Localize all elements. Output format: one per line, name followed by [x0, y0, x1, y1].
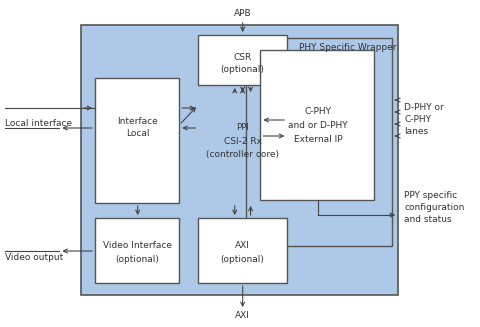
- Text: PHY Specific Wrapper: PHY Specific Wrapper: [299, 43, 396, 52]
- Text: lanes: lanes: [404, 128, 428, 136]
- Text: Interface: Interface: [117, 116, 158, 126]
- Text: (optional): (optional): [221, 255, 264, 265]
- Text: AXI: AXI: [235, 242, 250, 250]
- Text: (optional): (optional): [116, 255, 160, 265]
- Text: PPY specific: PPY specific: [404, 192, 457, 200]
- Bar: [198, 35, 287, 85]
- Text: PPI: PPI: [236, 124, 249, 132]
- Text: and or D-PHY: and or D-PHY: [288, 121, 348, 129]
- Bar: [95, 78, 179, 203]
- Text: Video output: Video output: [5, 253, 63, 263]
- Text: Local interface: Local interface: [5, 118, 72, 128]
- Bar: [95, 218, 179, 283]
- Text: Local: Local: [126, 129, 149, 137]
- Text: CSR: CSR: [234, 53, 252, 61]
- Text: and status: and status: [404, 215, 452, 225]
- Text: Video Interface: Video Interface: [103, 242, 172, 250]
- Text: C-PHY: C-PHY: [304, 107, 332, 115]
- Text: (controller core): (controller core): [206, 150, 279, 160]
- Bar: [261, 50, 374, 200]
- Text: External IP: External IP: [294, 134, 342, 144]
- Text: configuration: configuration: [404, 203, 465, 213]
- Bar: [198, 218, 287, 283]
- Text: APB: APB: [234, 9, 252, 19]
- Text: AXI: AXI: [235, 311, 250, 319]
- Text: (optional): (optional): [221, 65, 264, 75]
- Text: CSI-2 Rx: CSI-2 Rx: [224, 136, 262, 146]
- Text: C-PHY: C-PHY: [404, 115, 431, 125]
- Bar: [246, 38, 392, 246]
- Text: D-PHY or: D-PHY or: [404, 104, 444, 112]
- Bar: [81, 25, 398, 295]
